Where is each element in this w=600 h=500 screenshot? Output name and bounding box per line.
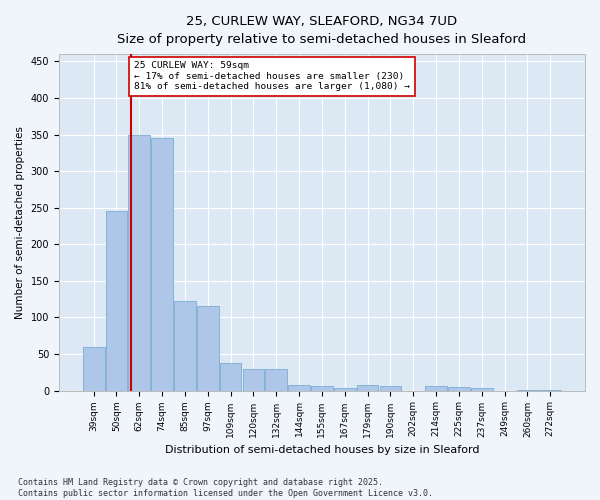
Bar: [242, 368, 265, 390]
Bar: [265, 368, 287, 390]
Title: 25, CURLEW WAY, SLEAFORD, NG34 7UD
Size of property relative to semi-detached ho: 25, CURLEW WAY, SLEAFORD, NG34 7UD Size …: [118, 15, 527, 46]
Bar: [334, 388, 356, 390]
Bar: [448, 387, 470, 390]
Bar: [106, 212, 127, 390]
Text: Contains HM Land Registry data © Crown copyright and database right 2025.
Contai: Contains HM Land Registry data © Crown c…: [18, 478, 433, 498]
Text: 25 CURLEW WAY: 59sqm
← 17% of semi-detached houses are smaller (230)
81% of semi: 25 CURLEW WAY: 59sqm ← 17% of semi-detac…: [134, 62, 410, 91]
X-axis label: Distribution of semi-detached houses by size in Sleaford: Distribution of semi-detached houses by …: [165, 445, 479, 455]
Bar: [174, 302, 196, 390]
Bar: [128, 134, 150, 390]
Bar: [151, 138, 173, 390]
Y-axis label: Number of semi-detached properties: Number of semi-detached properties: [15, 126, 25, 319]
Bar: [357, 386, 379, 390]
Bar: [197, 306, 218, 390]
Bar: [311, 386, 333, 390]
Bar: [83, 346, 104, 391]
Bar: [425, 386, 447, 390]
Bar: [380, 386, 401, 390]
Bar: [288, 384, 310, 390]
Bar: [220, 363, 241, 390]
Bar: [471, 388, 493, 390]
